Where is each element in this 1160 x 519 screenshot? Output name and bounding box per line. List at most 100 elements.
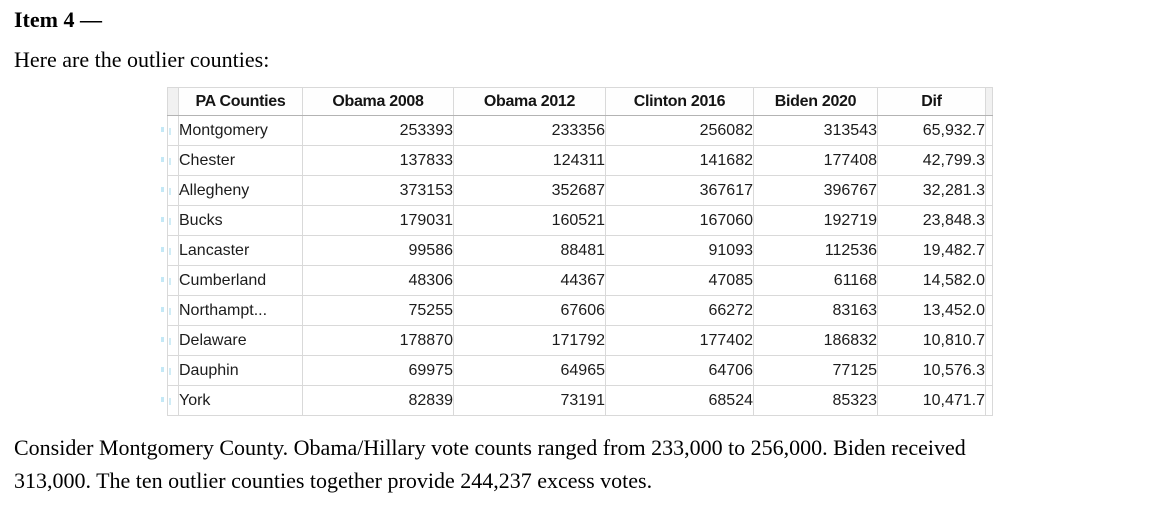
county-name-cell: Lancaster [178,235,303,266]
county-name-cell: York [178,385,303,416]
summary-line-2: 313,000. The ten outlier counties togeth… [14,468,653,493]
obama-2008-cell: 75255 [302,295,454,326]
row-gutter [167,355,179,386]
obama-2012-cell: 171792 [453,325,606,356]
obama-2008-cell: 99586 [302,235,454,266]
right-sliver [985,265,993,296]
biden-2020-cell: 112536 [753,235,878,266]
table-row-delaware: Delaware 178870 171792 177402 186832 10,… [167,325,993,356]
dif-cell: 65,932.7 [877,115,986,146]
row-state-marker [169,367,171,375]
dif-cell: 13,452.0 [877,295,986,326]
biden-2020-cell: 85323 [753,385,878,416]
table-row-montgomery: Montgomery 253393 233356 256082 313543 6… [167,115,993,146]
clinton-2016-cell: 256082 [605,115,754,146]
clinton-2016-cell: 47085 [605,265,754,296]
item-heading: Item 4 — [14,7,102,32]
obama-2008-cell: 179031 [302,205,454,236]
col-header-obama-2012: Obama 2012 [453,87,606,116]
table-row-bucks: Bucks 179031 160521 167060 192719 23,848… [167,205,993,236]
right-sliver [985,145,993,176]
obama-2008-cell: 178870 [302,325,454,356]
biden-2020-cell: 61168 [753,265,878,296]
biden-2020-cell: 396767 [753,175,878,206]
county-name-cell: Chester [178,145,303,176]
row-gutter [167,265,179,296]
clinton-2016-cell: 66272 [605,295,754,326]
dif-cell: 10,471.7 [877,385,986,416]
row-state-marker [169,247,171,255]
table-row-dauphin: Dauphin 69975 64965 64706 77125 10,576.3 [167,355,993,386]
dif-cell: 10,576.3 [877,355,986,386]
table-row-york: York 82839 73191 68524 85323 10,471.7 [167,385,993,416]
counties-table-container: PA Counties Obama 2008 Obama 2012 Clinto… [161,87,1160,427]
obama-2008-cell: 82839 [302,385,454,416]
dif-cell: 23,848.3 [877,205,986,236]
clinton-2016-cell: 177402 [605,325,754,356]
row-gutter [167,145,179,176]
col-header-obama-2008: Obama 2008 [302,87,454,116]
row-state-specks [161,127,164,427]
col-header-dif: Dif [877,87,986,116]
table-row-lancaster: Lancaster 99586 88481 91093 112536 19,48… [167,235,993,266]
right-sliver [985,385,993,416]
header-right-sliver [985,87,993,116]
row-state-marker [169,157,171,165]
table-row-cumberland: Cumberland 48306 44367 47085 61168 14,58… [167,265,993,296]
row-state-marker [169,277,171,285]
county-name-cell: Cumberland [178,265,303,296]
row-gutter [167,235,179,266]
row-gutter [167,205,179,236]
right-sliver [985,355,993,386]
right-sliver [985,115,993,146]
intro-text: Here are the outlier counties: [14,47,270,72]
county-name-cell: Montgomery [178,115,303,146]
obama-2012-cell: 124311 [453,145,606,176]
summary-line-1: Consider Montgomery County. Obama/Hillar… [14,435,966,460]
table-row-chester: Chester 137833 124311 141682 177408 42,7… [167,145,993,176]
col-header-clinton-2016: Clinton 2016 [605,87,754,116]
row-gutter [167,325,179,356]
biden-2020-cell: 177408 [753,145,878,176]
row-gutter-header [167,87,179,116]
table-row-northampton: Northampt... 75255 67606 66272 83163 13,… [167,295,993,326]
dif-cell: 19,482.7 [877,235,986,266]
obama-2012-cell: 73191 [453,385,606,416]
obama-2008-cell: 253393 [302,115,454,146]
obama-2012-cell: 44367 [453,265,606,296]
right-sliver [985,205,993,236]
dif-cell: 10,810.7 [877,325,986,356]
dif-cell: 14,582.0 [877,265,986,296]
right-sliver [985,295,993,326]
clinton-2016-cell: 367617 [605,175,754,206]
obama-2012-cell: 64965 [453,355,606,386]
col-header-pa-counties: PA Counties [178,87,303,116]
obama-2012-cell: 88481 [453,235,606,266]
clinton-2016-cell: 141682 [605,145,754,176]
dif-cell: 32,281.3 [877,175,986,206]
county-name-cell: Allegheny [178,175,303,206]
row-gutter [167,295,179,326]
obama-2012-cell: 67606 [453,295,606,326]
row-state-marker [169,127,171,135]
row-gutter [167,385,179,416]
obama-2008-cell: 373153 [302,175,454,206]
right-sliver [985,175,993,206]
obama-2008-cell: 69975 [302,355,454,386]
biden-2020-cell: 313543 [753,115,878,146]
row-state-marker [169,307,171,315]
clinton-2016-cell: 167060 [605,205,754,236]
biden-2020-cell: 83163 [753,295,878,326]
dif-cell: 42,799.3 [877,145,986,176]
obama-2008-cell: 137833 [302,145,454,176]
county-name-cell: Bucks [178,205,303,236]
row-gutter [167,115,179,146]
biden-2020-cell: 186832 [753,325,878,356]
biden-2020-cell: 192719 [753,205,878,236]
obama-2008-cell: 48306 [302,265,454,296]
biden-2020-cell: 77125 [753,355,878,386]
county-name-cell: Delaware [178,325,303,356]
document-page: Item 4 — Here are the outlier counties: … [0,6,1160,497]
clinton-2016-cell: 68524 [605,385,754,416]
county-name-cell: Northampt... [178,295,303,326]
